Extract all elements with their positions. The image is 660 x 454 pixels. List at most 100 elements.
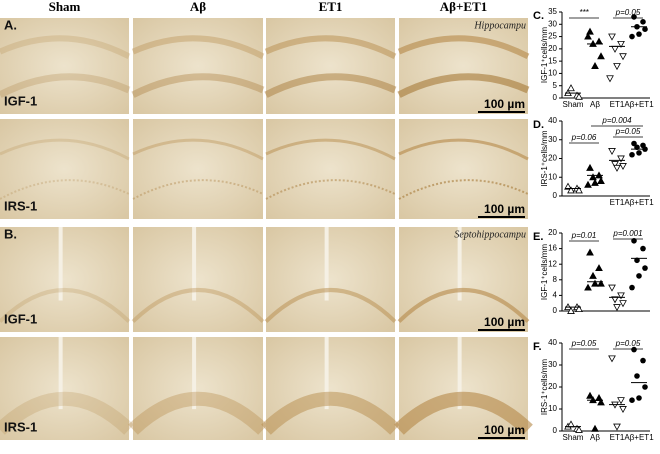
significance-label: p=0.004 [601, 116, 632, 125]
data-point [611, 45, 619, 53]
y-tick-label: 30 [548, 360, 557, 369]
tissue-layer [128, 391, 268, 435]
y-tick-label: 0 [553, 426, 558, 435]
tissue-layer [397, 35, 530, 60]
micrograph [399, 119, 528, 219]
data-point [640, 19, 646, 25]
data-point [584, 283, 592, 291]
data-point [606, 75, 614, 83]
data-point [608, 148, 616, 156]
x-tick-label: Aβ+ET1 [624, 198, 654, 207]
tissue-layer [397, 73, 530, 98]
micrograph [266, 227, 395, 332]
significance-label: p=0.05 [615, 8, 641, 17]
data-point [631, 140, 637, 147]
tissue-layer [0, 391, 134, 435]
column-header: Aβ+ET1 [440, 0, 488, 14]
significance-label: p=0.05 [571, 339, 597, 348]
y-tick-label: 0 [553, 306, 558, 315]
y-tick-label: 40 [548, 338, 557, 347]
y-tick-label: 35 [548, 7, 557, 16]
data-point [595, 37, 603, 45]
data-point [634, 257, 640, 264]
y-tick-label: 30 [548, 19, 557, 28]
panel-letter: C. [533, 10, 544, 22]
x-tick-label: ET1 [610, 433, 625, 442]
tissue-layer [0, 73, 131, 98]
micrograph [266, 337, 395, 440]
tissue-layer [264, 35, 397, 60]
panel-letter: D. [533, 119, 544, 131]
tissue-layer [394, 391, 533, 435]
data-point [564, 182, 572, 190]
column-header: Sham [49, 0, 81, 14]
micrograph [133, 119, 263, 219]
data-point [642, 26, 648, 32]
data-point [636, 31, 642, 37]
panel-letter: B. [4, 226, 17, 241]
data-point [595, 264, 603, 272]
y-tick-label: 8 [553, 275, 558, 284]
x-tick-label: Aβ+ET1 [624, 433, 654, 442]
micrograph [399, 227, 528, 332]
data-point [619, 406, 627, 414]
tissue-layer [261, 391, 400, 435]
row-label: IGF-1 [4, 311, 37, 326]
micrograph [0, 227, 129, 332]
y-tick-label: 20 [548, 154, 557, 163]
y-tick-label: 25 [548, 32, 557, 41]
region-label: Hippocampu [473, 20, 526, 31]
data-point [613, 164, 621, 172]
data-point [636, 150, 642, 156]
data-point [567, 84, 575, 92]
data-point [586, 27, 594, 35]
data-point [640, 357, 646, 364]
y-tick-label: 4 [553, 291, 558, 300]
data-point [575, 305, 583, 313]
data-point [636, 395, 642, 401]
data-point [589, 271, 597, 279]
significance-label: p=0.001 [612, 229, 642, 238]
data-point [591, 279, 599, 287]
tissue-layer [132, 179, 264, 200]
data-point [597, 52, 605, 60]
scale-bar-label: 100 µm [484, 97, 525, 111]
data-point [575, 92, 583, 100]
data-point [617, 397, 625, 405]
data-point [567, 186, 575, 194]
significance-label: p=0.06 [571, 133, 597, 142]
micrograph [0, 18, 129, 114]
micrograph [133, 337, 263, 440]
row-label: IRS-1 [4, 198, 37, 213]
y-tick-label: 20 [548, 228, 557, 237]
micrograph [133, 18, 263, 114]
x-tick-label: Aβ [590, 433, 600, 442]
row-label: IRS-1 [4, 419, 37, 434]
tissue-layer [264, 288, 397, 323]
data-point [597, 176, 605, 184]
column-header: Aβ [190, 0, 206, 14]
tissue-layer [131, 288, 265, 323]
data-point [619, 53, 627, 61]
x-tick-label: Sham [563, 433, 584, 442]
data-point [611, 296, 619, 304]
data-point [629, 284, 635, 291]
micrograph [0, 119, 129, 219]
micrograph [266, 119, 395, 219]
data-point [619, 163, 627, 171]
panel-letter: E. [533, 231, 543, 243]
micrograph [266, 18, 395, 114]
y-tick-label: 30 [548, 135, 557, 144]
tissue-layer [132, 138, 264, 161]
data-point [584, 32, 592, 40]
tissue-layer [397, 288, 530, 323]
data-point [584, 180, 592, 188]
y-axis-label: IGF-1⁺cells/mm [540, 27, 549, 84]
data-point [597, 398, 605, 406]
y-tick-label: 20 [548, 44, 557, 53]
data-point [608, 355, 616, 363]
data-point [617, 292, 625, 300]
data-point [634, 373, 640, 379]
data-point [629, 151, 635, 158]
